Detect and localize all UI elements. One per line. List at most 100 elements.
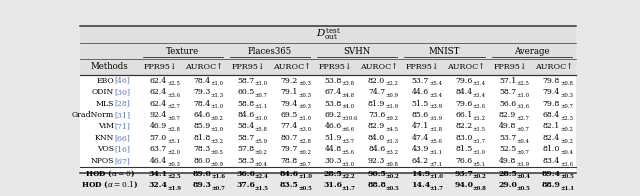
Text: Methods: Methods [91,62,129,71]
Text: 67.4: 67.4 [324,88,342,96]
Text: 58.7: 58.7 [237,134,254,142]
Text: VOS: VOS [97,145,114,153]
Text: ±2.7: ±2.7 [167,104,180,109]
Text: 51.9: 51.9 [324,134,342,142]
Text: ±1.0: ±1.0 [473,150,486,155]
Text: ±1.0: ±1.0 [342,162,355,167]
Text: ±0.2: ±0.2 [298,150,311,155]
Text: 46.9: 46.9 [150,122,167,131]
Text: 79.3: 79.3 [193,88,211,96]
Text: ±0.2: ±0.2 [560,127,573,132]
Text: 53.8: 53.8 [324,77,342,84]
Text: 94.0: 94.0 [454,181,474,189]
Text: 82.4: 82.4 [543,134,560,142]
Text: ViM: ViM [98,122,114,131]
Text: [30]: [30] [115,88,131,96]
Text: [46]: [46] [115,77,131,84]
Text: FPR95↓: FPR95↓ [406,63,440,71]
Text: ±1.6: ±1.6 [473,104,486,109]
Text: [16]: [16] [115,145,131,153]
Text: ±3.4: ±3.4 [429,93,442,98]
Text: ±0.2: ±0.2 [473,174,486,179]
Text: 46.6: 46.6 [324,122,342,131]
Text: 86.0: 86.0 [193,157,211,165]
Text: ±0.8: ±0.8 [385,162,399,167]
Text: 84.6: 84.6 [368,145,385,153]
Text: SVHN: SVHN [344,47,371,55]
Text: ±1.0: ±1.0 [255,81,268,86]
Text: [67]: [67] [115,157,131,165]
Text: ±2.5: ±2.5 [167,174,181,179]
Text: 60.5: 60.5 [237,88,254,96]
Text: 78.4: 78.4 [193,100,211,108]
Text: ±1.1: ±1.1 [560,186,574,191]
Text: ±2.2: ±2.2 [342,174,355,179]
Text: 62.4: 62.4 [150,100,167,108]
Text: ±4.8: ±4.8 [342,93,355,98]
Text: 49.8: 49.8 [499,157,516,165]
Text: 79.6: 79.6 [455,100,472,108]
Text: ±0.4: ±0.4 [560,150,573,155]
Text: 53.7: 53.7 [499,134,516,142]
Text: ±1.1: ±1.1 [255,104,268,109]
Text: ±0.5: ±0.5 [385,186,399,191]
Text: 28.5: 28.5 [324,170,342,178]
Text: 30.3: 30.3 [324,157,342,165]
Text: 80.7: 80.7 [281,134,298,142]
Text: ±3.2: ±3.2 [211,139,224,144]
Text: ±1.4: ±1.4 [473,81,486,86]
Text: 88.9: 88.9 [542,181,561,189]
Text: GradNorm: GradNorm [72,111,114,119]
Text: $D_{\mathrm{out}}^{\mathrm{test}}$: $D_{\mathrm{out}}^{\mathrm{test}}$ [316,27,340,42]
Text: ±0.2: ±0.2 [255,150,268,155]
Text: MNIST: MNIST [429,47,460,55]
Text: 58.4: 58.4 [237,122,254,131]
Text: ±2.4: ±2.4 [255,174,268,179]
Text: 84.4: 84.4 [455,88,472,96]
Text: ±5.9: ±5.9 [255,139,268,144]
Text: ±0.5: ±0.5 [560,174,574,179]
Text: ±0.3: ±0.3 [167,162,180,167]
Text: 92.3: 92.3 [368,157,385,165]
Text: 51.5: 51.5 [412,100,429,108]
Text: ±2.5: ±2.5 [516,81,529,86]
Text: 84.6: 84.6 [280,170,299,178]
Text: Texture: Texture [166,47,199,55]
Text: 36.6: 36.6 [236,170,255,178]
Text: ±6.6: ±6.6 [342,127,355,132]
Text: EBO: EBO [96,77,114,84]
Text: ±0.7: ±0.7 [516,127,529,132]
Text: ±1.0: ±1.0 [211,81,224,86]
Text: ±1.0: ±1.0 [516,93,529,98]
Text: 81.0: 81.0 [543,145,560,153]
Text: 84.6: 84.6 [237,111,254,119]
Text: 58.7: 58.7 [237,77,254,84]
Text: 85.6: 85.6 [412,111,429,119]
Text: 62.4: 62.4 [150,88,167,96]
Text: ±0.5: ±0.5 [298,186,312,191]
Text: ±1.6: ±1.6 [516,104,530,109]
Text: ±3.7: ±3.7 [342,139,355,144]
Text: ±0.4: ±0.4 [516,139,529,144]
Text: 79.8: 79.8 [543,77,560,84]
Text: ±1.9: ±1.9 [167,186,181,191]
Text: 76.6: 76.6 [455,157,472,165]
Text: ±0.4: ±0.4 [255,162,268,167]
Text: ±1.7: ±1.7 [473,139,486,144]
Text: ±1.6: ±1.6 [560,162,573,167]
Text: 53.7: 53.7 [412,77,429,84]
Text: 69.5: 69.5 [281,111,298,119]
Text: ±3.2: ±3.2 [385,150,399,155]
Text: 69.2: 69.2 [324,111,342,119]
Text: AUROC↑: AUROC↑ [186,63,223,71]
Text: 14.4: 14.4 [411,181,430,189]
Text: ±1.0: ±1.0 [298,174,312,179]
Text: ±1.9: ±1.9 [429,116,442,121]
Text: 63.7: 63.7 [150,145,167,153]
Text: [71]: [71] [115,122,131,131]
Text: ±1.0: ±1.0 [429,174,443,179]
Text: 14.9: 14.9 [411,170,430,178]
Text: KNN: KNN [94,134,114,142]
Text: ±0.2: ±0.2 [211,116,224,121]
Text: ±9.2: ±9.2 [385,116,399,121]
